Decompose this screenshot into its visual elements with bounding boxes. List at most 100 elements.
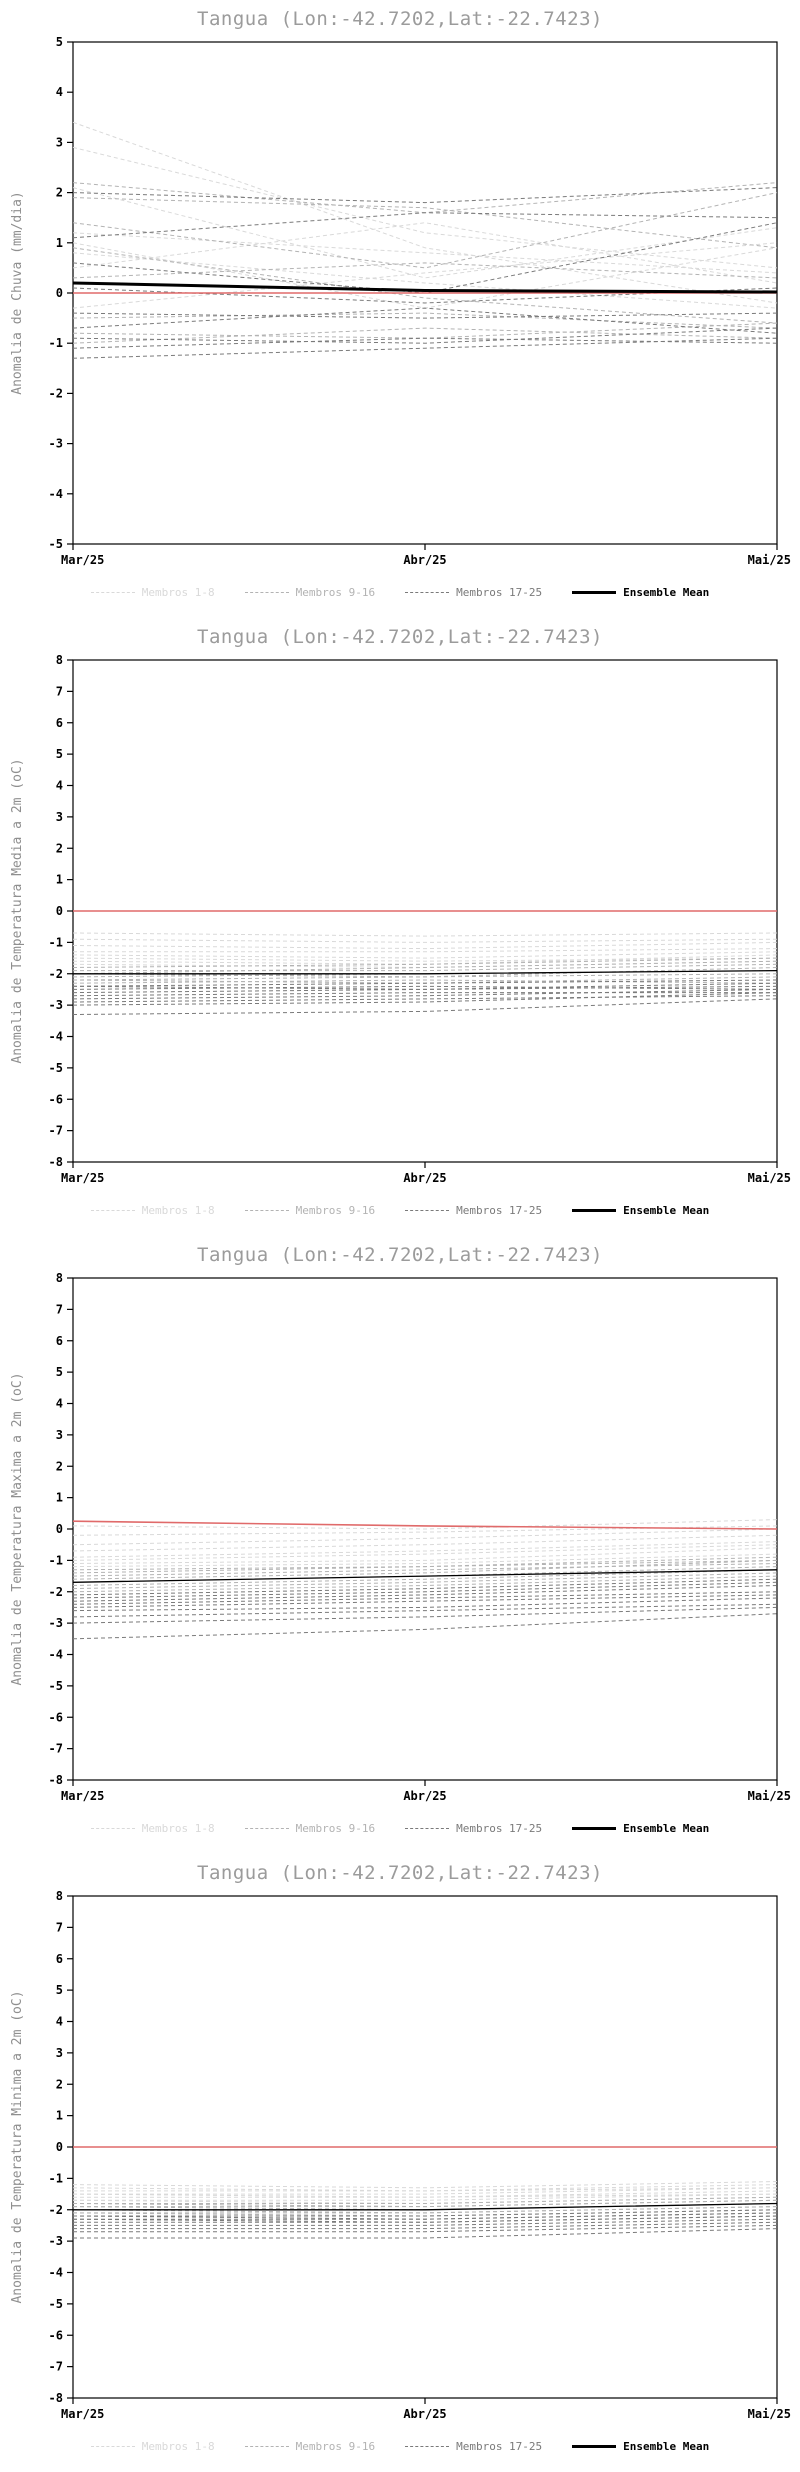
svg-text:Mai/25: Mai/25	[748, 2407, 791, 2421]
svg-text:-2: -2	[49, 2203, 63, 2217]
legend-item: Membros 17-25	[405, 2440, 542, 2453]
svg-text:Mai/25: Mai/25	[748, 553, 791, 567]
legend-item: Ensemble Mean	[572, 2440, 709, 2453]
svg-text:-6: -6	[49, 2328, 63, 2342]
legend-item: Membros 1-8	[90, 586, 215, 599]
legend-item-label: Membros 1-8	[141, 1204, 215, 1217]
legend-item-label: Membros 9-16	[295, 586, 376, 599]
svg-text:3: 3	[56, 135, 63, 149]
svg-text:-3: -3	[49, 998, 63, 1012]
svg-text:7: 7	[56, 1302, 63, 1316]
svg-text:0: 0	[56, 286, 63, 300]
legend-item-label: Membros 17-25	[456, 1822, 543, 1835]
legend-item-label: Membros 9-16	[295, 2440, 376, 2453]
svg-text:-7: -7	[49, 2360, 63, 2374]
svg-text:-3: -3	[49, 1616, 63, 1630]
legend-line-sample	[244, 2446, 289, 2447]
chart-panel-temp-media: Tangua (Lon:-42.7202,Lat:-22.7423) -8 -7 -…	[0, 618, 800, 1236]
svg-text:2: 2	[56, 186, 63, 200]
legend-item: Membros 9-16	[244, 2440, 376, 2453]
svg-text:1: 1	[56, 2109, 63, 2123]
svg-text:7: 7	[56, 684, 63, 698]
svg-text:6: 6	[56, 716, 63, 730]
svg-text:-4: -4	[49, 1648, 63, 1662]
legend-item-label: Membros 9-16	[295, 1822, 376, 1835]
legend-item: Membros 1-8	[90, 1204, 215, 1217]
legend: Membros 1-8 Membros 9-16 Membros 17-25 E…	[0, 586, 800, 599]
svg-text:6: 6	[56, 1952, 63, 1966]
svg-text:2: 2	[56, 1459, 63, 1473]
svg-text:4: 4	[56, 1397, 63, 1411]
legend-line-sample	[405, 1828, 450, 1829]
legend-item: Membros 9-16	[244, 1822, 376, 1835]
svg-text:Anomalia de Temperatura Maxima: Anomalia de Temperatura Maxima a 2m (oC)	[10, 1372, 25, 1685]
legend: Membros 1-8 Membros 9-16 Membros 17-25 E…	[0, 2440, 800, 2453]
svg-text:Mar/25: Mar/25	[61, 1171, 104, 1185]
svg-text:-1: -1	[49, 336, 63, 350]
svg-text:-7: -7	[49, 1124, 63, 1138]
plot-area: -8 -7 -6 -5 -4 -3 -2 -1 0 1 2 3 4 5 6 7 8 Mar/25 Abr/25 Mai…	[10, 1889, 791, 2421]
svg-text:-1: -1	[49, 935, 63, 949]
svg-text:-1: -1	[49, 2171, 63, 2185]
legend-item: Membros 17-25	[405, 1204, 542, 1217]
chart-title: Tangua (Lon:-42.7202,Lat:-22.7423)	[197, 1244, 603, 1266]
svg-text:-4: -4	[49, 487, 63, 501]
chart-title: Tangua (Lon:-42.7202,Lat:-22.7423)	[197, 8, 603, 30]
svg-text:4: 4	[56, 2015, 63, 2029]
svg-text:Mai/25: Mai/25	[748, 1789, 791, 1803]
svg-text:Anomalia de Temperatura Media: Anomalia de Temperatura Media a 2m (oC)	[10, 758, 25, 1063]
svg-text:Abr/25: Abr/25	[403, 2407, 446, 2421]
legend-line-sample	[90, 592, 135, 593]
svg-text:5: 5	[56, 35, 63, 49]
legend-item: Membros 9-16	[244, 1204, 376, 1217]
legend-line-sample	[572, 1209, 617, 1212]
svg-text:0: 0	[56, 2140, 63, 2154]
svg-text:-5: -5	[49, 1679, 63, 1693]
legend-item: Ensemble Mean	[572, 1822, 709, 1835]
legend-line-sample	[244, 1210, 289, 1211]
chart-title: Tangua (Lon:-42.7202,Lat:-22.7423)	[197, 1862, 603, 1884]
legend-item: Ensemble Mean	[572, 1204, 709, 1217]
legend-line-sample	[405, 2446, 450, 2447]
svg-text:Mar/25: Mar/25	[61, 553, 104, 567]
legend-item: Ensemble Mean	[572, 586, 709, 599]
legend-item: Membros 1-8	[90, 1822, 215, 1835]
svg-text:-8: -8	[49, 2391, 63, 2405]
svg-text:8: 8	[56, 653, 63, 667]
legend-item-label: Membros 1-8	[141, 1822, 215, 1835]
legend: Membros 1-8 Membros 9-16 Membros 17-25 E…	[0, 1822, 800, 1835]
chart-title: Tangua (Lon:-42.7202,Lat:-22.7423)	[197, 626, 603, 648]
legend-item-label: Membros 17-25	[456, 586, 543, 599]
svg-text:-6: -6	[49, 1710, 63, 1724]
legend-item-label: Ensemble Mean	[623, 586, 710, 599]
legend-item-label: Ensemble Mean	[623, 2440, 710, 2453]
svg-text:2: 2	[56, 841, 63, 855]
legend-line-sample	[572, 591, 617, 594]
svg-text:3: 3	[56, 1428, 63, 1442]
plot-area: -5 -4 -3 -2 -1 0 1 2 3 4 5 Mar/25 Abr/25 Mai/25 Anomal…	[10, 35, 791, 567]
legend-line-sample	[90, 1210, 135, 1211]
svg-text:-4: -4	[49, 1030, 63, 1044]
legend-item: Membros 9-16	[244, 586, 376, 599]
svg-text:-8: -8	[49, 1155, 63, 1169]
svg-text:Abr/25: Abr/25	[403, 1789, 446, 1803]
legend-line-sample	[244, 592, 289, 593]
legend-item-label: Ensemble Mean	[623, 1204, 710, 1217]
svg-text:-7: -7	[49, 1742, 63, 1756]
legend-item-label: Ensemble Mean	[623, 1822, 710, 1835]
svg-text:-5: -5	[49, 537, 63, 551]
legend-item-label: Membros 1-8	[141, 2440, 215, 2453]
legend-line-sample	[572, 1827, 617, 1830]
plot-area: -8 -7 -6 -5 -4 -3 -2 -1 0 1 2 3 4 5 6 7 8 Mar/25 Abr/25 Mai…	[10, 653, 791, 1185]
svg-text:-1: -1	[49, 1553, 63, 1567]
svg-text:4: 4	[56, 779, 63, 793]
svg-text:7: 7	[56, 1920, 63, 1934]
svg-text:5: 5	[56, 1983, 63, 1997]
svg-text:1: 1	[56, 1491, 63, 1505]
svg-text:-5: -5	[49, 2297, 63, 2311]
legend-item: Membros 17-25	[405, 1822, 542, 1835]
svg-text:5: 5	[56, 747, 63, 761]
svg-text:1: 1	[56, 873, 63, 887]
legend-item-label: Membros 9-16	[295, 1204, 376, 1217]
svg-text:0: 0	[56, 1522, 63, 1536]
